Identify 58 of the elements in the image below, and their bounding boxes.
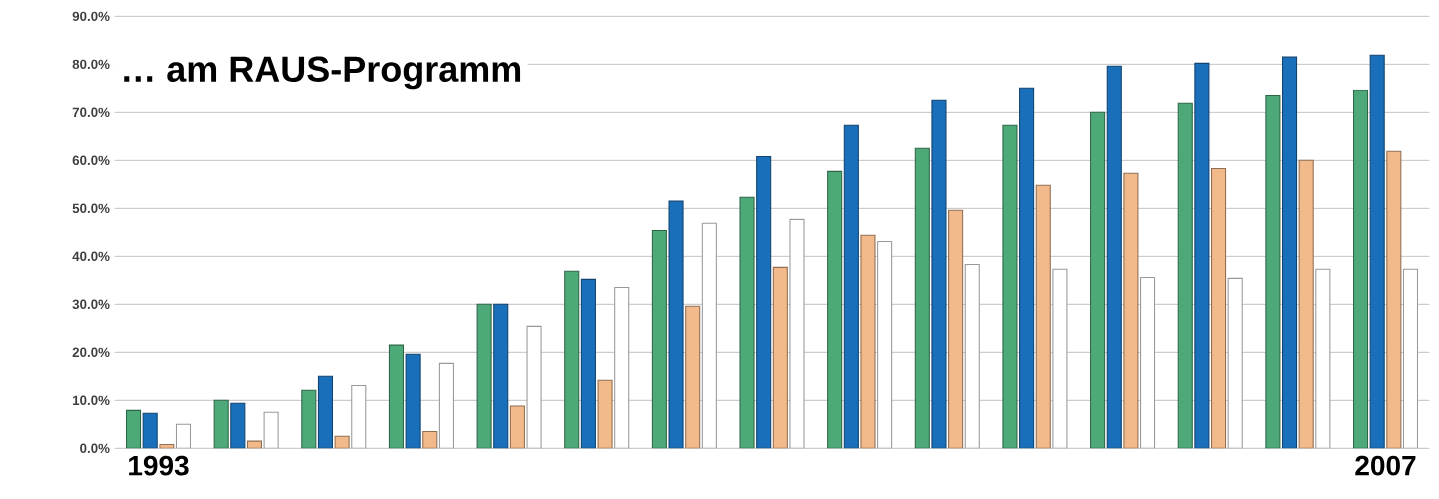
bar	[614, 286, 630, 449]
x-tick-label: 1993	[129, 455, 189, 476]
bar	[438, 362, 454, 449]
bar	[772, 266, 788, 449]
y-tick-label: 10.0%	[73, 395, 110, 406]
bar	[1090, 111, 1106, 449]
bar	[1386, 150, 1402, 449]
text: … am RAUS-Programm	[124, 56, 521, 90]
bar	[1140, 276, 1156, 449]
bar	[1177, 102, 1193, 449]
x-tick-label: 2007	[1355, 455, 1416, 476]
bar	[263, 411, 279, 449]
bar	[827, 170, 843, 449]
y-tick-label: 50.0%	[72, 203, 110, 214]
y-tick-label: 20.0%	[72, 347, 110, 358]
y-tick-label: 40.0%	[72, 251, 110, 262]
bar	[175, 423, 192, 449]
bar	[493, 303, 509, 449]
bar	[843, 124, 859, 449]
bar	[1035, 184, 1051, 449]
bar	[564, 270, 580, 449]
bar	[388, 344, 405, 449]
bar	[1019, 87, 1035, 449]
bar	[1106, 65, 1122, 449]
bar	[685, 305, 701, 449]
bar	[789, 218, 805, 449]
bar	[1052, 268, 1068, 449]
y-tick-label: 60.0%	[72, 155, 110, 166]
bar	[914, 147, 930, 449]
bar	[1402, 268, 1419, 449]
bar	[213, 399, 229, 449]
bar	[877, 240, 893, 449]
bar	[230, 402, 246, 449]
bar	[651, 229, 667, 449]
y-tick-label: 0.0%	[80, 443, 110, 454]
bar	[1352, 89, 1369, 449]
bar	[756, 155, 772, 449]
bar	[1315, 268, 1331, 449]
bar	[509, 405, 525, 449]
bar	[1298, 159, 1314, 449]
y-tick-label: 80.0%	[72, 59, 110, 70]
bar	[948, 209, 964, 449]
bar	[964, 263, 980, 449]
bar	[317, 375, 334, 449]
y-tick-label: 90.0%	[72, 11, 110, 22]
bar	[301, 389, 317, 449]
bar	[351, 384, 367, 449]
bar	[125, 409, 142, 449]
y-tick-label: 70.0%	[72, 107, 110, 118]
bar	[1211, 167, 1227, 449]
bar	[701, 222, 717, 449]
bar	[142, 412, 158, 449]
bar	[580, 278, 596, 449]
bar	[1227, 277, 1243, 449]
bar	[1281, 56, 1298, 449]
bar	[1369, 54, 1385, 449]
y-tick-label: 30.0%	[72, 299, 110, 310]
bar	[526, 325, 542, 449]
